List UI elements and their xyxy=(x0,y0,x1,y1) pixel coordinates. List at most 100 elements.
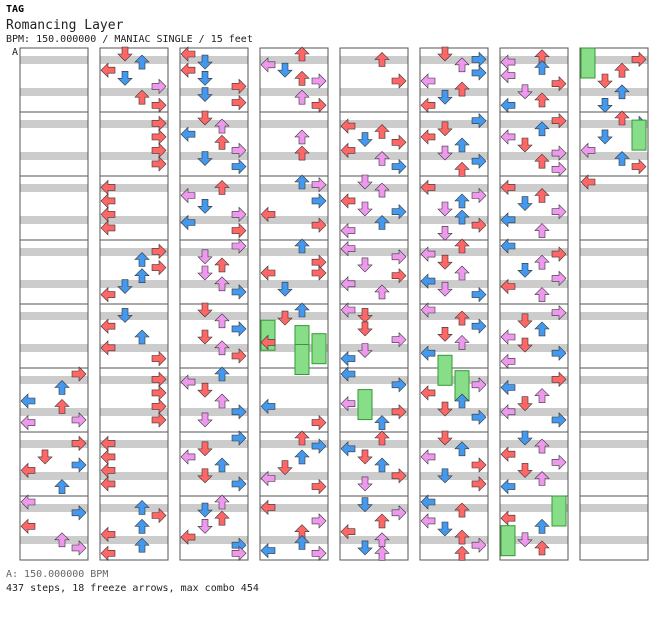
step-arrow-left xyxy=(340,302,356,318)
step-arrow-left xyxy=(20,393,36,409)
step-arrow-right xyxy=(231,476,247,492)
step-arrow-down xyxy=(277,281,293,297)
step-arrow-right xyxy=(231,158,247,175)
measure-border xyxy=(99,495,169,561)
step-arrow-left xyxy=(260,206,276,223)
beat-stripe xyxy=(340,472,408,480)
step-arrow-up xyxy=(134,537,150,553)
step-arrow-right xyxy=(311,193,327,209)
step-arrow-down xyxy=(357,476,373,492)
step-arrow-right xyxy=(71,412,87,428)
step-arrow-right xyxy=(311,438,327,454)
step-arrow-up xyxy=(454,265,470,281)
step-arrow-left xyxy=(260,398,276,415)
step-arrow-left xyxy=(500,129,516,145)
beat-stripe xyxy=(260,344,328,352)
step-arrow-up xyxy=(374,513,390,529)
step-arrow-right xyxy=(551,345,567,361)
beat-stripe xyxy=(580,216,648,224)
beat-stripe xyxy=(260,216,328,224)
beat-stripe xyxy=(180,216,248,224)
step-arrow-down xyxy=(437,521,453,537)
chart-info-line: BPM: 150.000000 / MANIAC SINGLE / 15 fee… xyxy=(6,34,253,45)
step-arrow-right xyxy=(551,454,567,471)
beat-stripe xyxy=(580,440,648,448)
step-arrow-up xyxy=(614,62,630,78)
step-arrow-down xyxy=(357,343,373,358)
beat-stripe xyxy=(260,184,328,192)
beat-stripe xyxy=(420,472,488,480)
step-arrow-up xyxy=(454,209,470,225)
step-arrow-right xyxy=(231,348,247,364)
step-arrow-up xyxy=(374,215,390,230)
beat-stripe xyxy=(180,120,248,128)
step-arrow-right xyxy=(231,284,247,300)
step-arrow-down xyxy=(437,145,453,161)
measure-border xyxy=(259,495,329,561)
beat-stripe xyxy=(180,536,248,544)
step-arrow-up xyxy=(294,46,310,62)
beat-stripe xyxy=(100,248,168,256)
step-arrow-up xyxy=(374,545,390,561)
step-arrow-up xyxy=(534,540,550,556)
step-arrow-down xyxy=(517,262,533,278)
step-arrow-up xyxy=(534,287,550,302)
step-arrow-right xyxy=(471,318,487,334)
step-arrow-right xyxy=(151,507,167,524)
beat-stripe xyxy=(340,248,408,256)
step-arrow-right xyxy=(391,377,407,393)
step-arrow-left xyxy=(420,273,436,289)
step-arrow-up xyxy=(54,380,70,395)
step-arrow-right xyxy=(551,203,567,220)
beat-stripe xyxy=(100,120,168,128)
step-arrow-right xyxy=(551,270,567,287)
beat-stripe xyxy=(500,504,568,512)
step-arrow-left xyxy=(100,220,116,236)
step-arrow-down xyxy=(197,441,213,457)
beat-stripe xyxy=(100,56,168,64)
step-arrow-left xyxy=(420,385,436,401)
beat-stripe xyxy=(580,312,648,320)
step-arrow-down xyxy=(117,308,133,323)
step-arrow-left xyxy=(180,62,196,78)
step-arrow-right xyxy=(231,142,247,159)
step-arrow-up xyxy=(534,518,550,534)
step-arrow-right xyxy=(391,134,407,151)
beat-stripe xyxy=(260,408,328,416)
step-arrow-left xyxy=(420,449,436,465)
step-arrow-up xyxy=(294,238,310,254)
step-arrow-right xyxy=(471,187,487,204)
step-arrow-left xyxy=(100,526,116,543)
step-arrow-left xyxy=(260,542,276,559)
beat-stripe xyxy=(20,408,88,416)
beat-stripe xyxy=(100,280,168,288)
step-arrow-down xyxy=(197,265,213,281)
step-arrow-right xyxy=(151,350,167,367)
step-arrow-right xyxy=(231,545,247,562)
step-arrow-right xyxy=(391,73,407,89)
step-arrow-up xyxy=(534,471,550,486)
beat-stripe xyxy=(420,88,488,96)
beat-stripe xyxy=(500,152,568,160)
step-arrow-up xyxy=(54,479,70,494)
step-arrow-left xyxy=(420,129,436,145)
step-arrow-up xyxy=(374,51,390,67)
beat-stripe xyxy=(420,56,488,64)
beat-stripe xyxy=(20,312,88,320)
step-arrow-down xyxy=(277,62,293,78)
step-arrow-up xyxy=(534,223,550,238)
step-arrow-down xyxy=(277,460,293,476)
step-arrow-up xyxy=(614,110,630,126)
step-arrow-right xyxy=(311,478,327,495)
beat-stripe xyxy=(180,504,248,512)
step-arrow-up xyxy=(294,430,310,446)
step-arrow-left xyxy=(20,414,36,431)
step-arrow-left xyxy=(100,340,116,356)
beat-stripe xyxy=(500,472,568,480)
step-arrow-left xyxy=(500,67,516,84)
step-arrow-right xyxy=(151,259,167,276)
step-arrow-down xyxy=(117,46,133,62)
step-arrow-up xyxy=(454,137,470,153)
bpm-legend: A: 150.000000 BPM xyxy=(6,569,109,580)
step-arrow-right xyxy=(71,505,87,521)
